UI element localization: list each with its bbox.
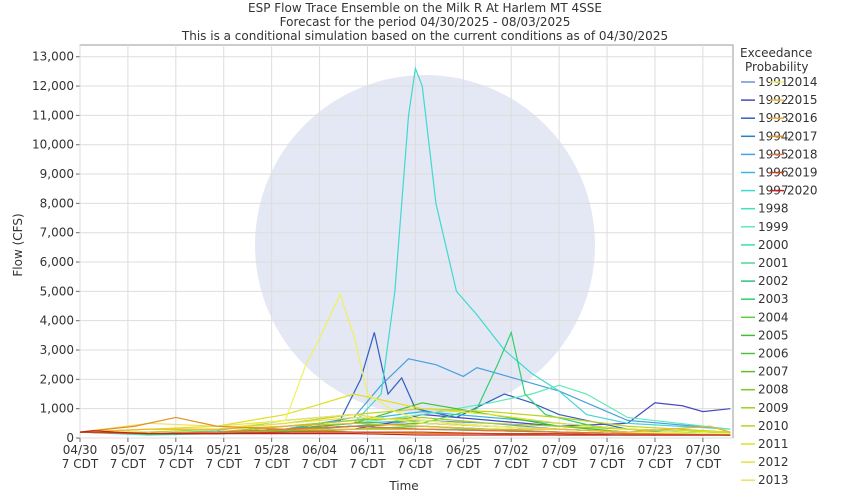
legend-label: 2013: [758, 473, 789, 487]
legend-label: 2016: [787, 111, 818, 125]
y-tick-label: 9,000: [40, 167, 74, 181]
x-axis-label: Time: [388, 479, 418, 493]
x-tick-label: 05/14 7 CDT: [157, 443, 195, 471]
series-line: [79, 430, 731, 436]
chart-title: ESP Flow Trace Ensemble on the Milk R At…: [248, 1, 602, 15]
y-tick-label: 4,000: [40, 314, 74, 328]
legend-label: 2005: [758, 328, 789, 342]
x-tick-label: 05/21 7 CDT: [205, 443, 242, 471]
series-line: [80, 408, 731, 433]
x-tick-label: 05/28 7 CDT: [253, 443, 290, 471]
x-tick-label: 06/04 7 CDT: [301, 443, 338, 471]
x-tick-label: 06/25 7 CDT: [445, 443, 482, 471]
y-tick-label: 3,000: [40, 343, 74, 357]
legend-label: 2012: [758, 455, 789, 469]
y-axis-label: Flow (CFS): [11, 213, 25, 276]
y-tick-label: 13,000: [32, 50, 74, 64]
legend-label: 1998: [758, 202, 789, 216]
y-tick-label: 10,000: [32, 138, 74, 152]
legend-label: 2002: [758, 274, 789, 288]
y-tick-label: 7,000: [40, 226, 74, 240]
legend-label: 1999: [758, 220, 789, 234]
series-line: [79, 393, 731, 433]
x-tick-label: 06/18 7 CDT: [397, 443, 434, 471]
chart-subtitle: This is a conditional simulation based o…: [181, 29, 668, 43]
x-tick-label: 07/16 7 CDT: [588, 443, 626, 471]
x-tick-label: 07/30 7 CDT: [684, 443, 722, 471]
y-tick-label: 2,000: [40, 372, 74, 386]
y-tick-label: 0: [66, 431, 74, 445]
x-tick-label: 07/09 7 CDT: [540, 443, 578, 471]
series-line: [79, 425, 731, 436]
x-tick-label: 06/11 7 CDT: [349, 443, 386, 471]
y-tick-label: 8,000: [40, 196, 74, 210]
series-line: [79, 422, 731, 433]
y-tick-label: 5,000: [40, 284, 74, 298]
legend-label: 2020: [787, 184, 818, 198]
legend-label: 2019: [787, 166, 818, 180]
x-tick-label: 07/02 7 CDT: [493, 443, 530, 471]
legend-label: 2003: [758, 292, 789, 306]
y-tick-label: 12,000: [32, 79, 74, 93]
legend-label: 2017: [787, 129, 818, 143]
y-tick-label: 6,000: [40, 255, 74, 269]
legend-label: 2001: [758, 256, 789, 270]
legend-title: Exceedance: [740, 46, 812, 60]
legend-label: 2000: [758, 238, 789, 252]
x-tick-label: 04/30 7 CDT: [61, 443, 99, 471]
legend-label: 2004: [758, 310, 789, 324]
legend-label: 2007: [758, 365, 789, 379]
legend-label: 2010: [758, 419, 789, 433]
x-tick-label: 05/07 7 CDT: [109, 443, 147, 471]
watermark: [255, 75, 595, 415]
legend-label: 2011: [758, 437, 789, 451]
legend-label: 2018: [787, 147, 818, 161]
legend-label: 2014: [787, 75, 818, 89]
legend-label: 2015: [787, 93, 818, 107]
y-tick-label: 1,000: [40, 402, 74, 416]
y-tick-label: 11,000: [32, 108, 74, 122]
legend-label: 2006: [758, 347, 789, 361]
x-tick-label: 07/23 7 CDT: [636, 443, 674, 471]
legend-title: Probability: [745, 60, 808, 74]
chart-subtitle: Forecast for the period 04/30/2025 - 08/…: [280, 15, 571, 29]
series-line: [79, 292, 731, 435]
legend-label: 2008: [758, 383, 789, 397]
legend-label: 2009: [758, 401, 789, 415]
